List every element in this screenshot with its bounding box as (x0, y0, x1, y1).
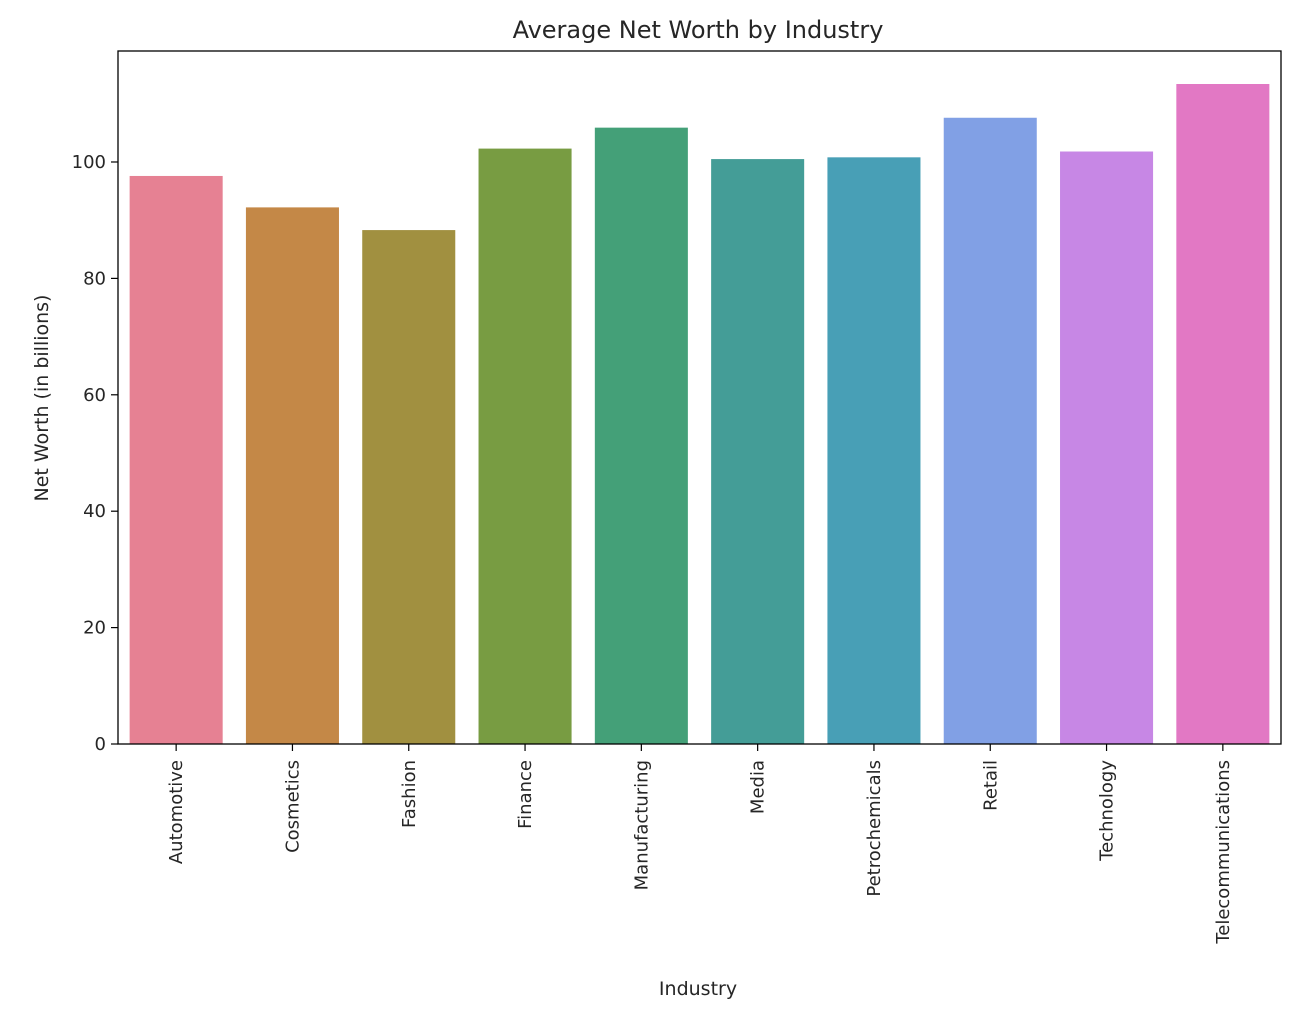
x-tick-label: Telecommunications (1213, 760, 1234, 945)
y-axis: 0 20 40 60 80 100 (72, 152, 118, 755)
x-tick-label: Cosmetics (282, 760, 303, 853)
y-tick-label: 100 (72, 152, 106, 173)
bar-retail (943, 117, 1037, 744)
y-axis-label: Net Worth (in billions) (31, 295, 53, 502)
x-tick-label: Finance (515, 760, 536, 829)
y-tick-label: 60 (83, 385, 106, 406)
plot-frame (117, 50, 1282, 745)
x-axis-label: Industry (659, 978, 737, 1000)
x-tick-label: Retail (980, 760, 1001, 811)
x-tick-label: Manufacturing (631, 760, 652, 890)
x-tick-label: Fashion (399, 760, 420, 828)
y-tick-label: 80 (83, 268, 106, 289)
x-tick-label: Automotive (166, 760, 187, 864)
bar-petrochemicals (827, 157, 921, 744)
x-tick-label: Technology (1097, 760, 1118, 862)
y-tick-label: 0 (95, 734, 106, 755)
chart-title: Average Net Worth by Industry (513, 16, 884, 44)
x-tick-label: Media (748, 760, 769, 814)
bars-layer (129, 84, 1270, 745)
bar-media (711, 159, 805, 744)
y-tick-label: 20 (83, 618, 106, 639)
bar-cosmetics (245, 207, 339, 744)
bar-automotive (129, 175, 223, 744)
bar-telecommunications (1176, 84, 1270, 744)
x-tick-label: Petrochemicals (864, 760, 885, 897)
bar-finance (478, 148, 572, 745)
y-tick-label: 40 (83, 501, 106, 522)
bar-manufacturing (594, 127, 688, 744)
x-axis: Automotive Cosmetics Fashion Finance Manufac… (166, 744, 1234, 945)
bar-fashion (362, 230, 456, 744)
bar-technology (1060, 151, 1154, 744)
